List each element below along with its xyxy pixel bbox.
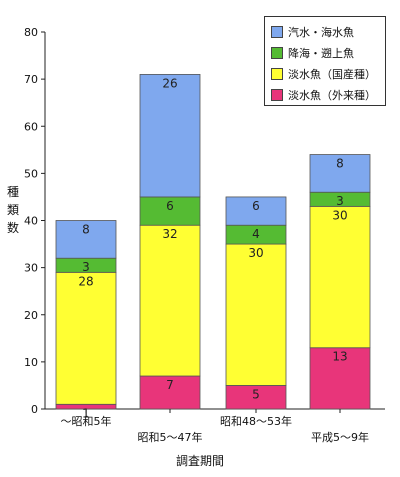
x-tick-label: 昭和48〜53年 bbox=[220, 414, 292, 428]
legend-label: 淡水魚（外来種） bbox=[288, 88, 376, 102]
y-tick-label: 60 bbox=[24, 120, 38, 133]
bar-value-label: 30 bbox=[248, 246, 263, 260]
bar-value-label: 7 bbox=[166, 378, 174, 392]
bar-segment bbox=[55, 271, 117, 405]
bar-value-label: 1 bbox=[82, 406, 90, 420]
legend-label: 淡水魚（国産種） bbox=[288, 67, 376, 81]
x-tick-label: 昭和5〜47年 bbox=[138, 430, 203, 444]
bar-segment bbox=[225, 196, 287, 226]
bar-value-label: 5 bbox=[252, 387, 260, 401]
legend-label: 降海・遡上魚 bbox=[288, 46, 354, 60]
legend-swatch bbox=[271, 46, 283, 59]
y-tick-label: 10 bbox=[24, 356, 38, 369]
y-tick-label: 0 bbox=[31, 403, 38, 416]
y-tick-label: 50 bbox=[24, 167, 38, 180]
bar-segment bbox=[309, 154, 371, 193]
bar-value-label: 32 bbox=[162, 227, 177, 241]
legend-item: 淡水魚（国産種） bbox=[271, 63, 379, 84]
x-tick-label: 〜昭和5年 bbox=[61, 414, 112, 428]
y-tick-label: 20 bbox=[24, 309, 38, 322]
legend-swatch bbox=[271, 67, 283, 80]
bar-segment bbox=[139, 375, 201, 410]
bar-value-label: 26 bbox=[162, 76, 177, 90]
bar-segment bbox=[139, 224, 201, 377]
legend: 汽水・海水魚 降海・遡上魚 淡水魚（国産種） 淡水魚（外来種） bbox=[264, 16, 386, 106]
bar-value-label: 4 bbox=[252, 227, 260, 241]
bar-segment bbox=[55, 220, 117, 259]
y-tick-label: 70 bbox=[24, 73, 38, 86]
bar-value-label: 6 bbox=[166, 199, 174, 213]
bar-segment bbox=[225, 243, 287, 386]
bar-value-label: 8 bbox=[336, 157, 344, 171]
bar-value-label: 3 bbox=[336, 194, 344, 208]
legend-label: 汽水・海水魚 bbox=[288, 25, 354, 39]
y-axis-title: 種類数 bbox=[6, 185, 19, 235]
x-tick-label: 平成5〜9年 bbox=[311, 430, 369, 444]
legend-swatch bbox=[271, 88, 283, 101]
bar-value-label: 30 bbox=[332, 208, 347, 222]
bar-value-label: 8 bbox=[82, 223, 90, 237]
bar-segment bbox=[309, 347, 371, 410]
bar-value-label: 6 bbox=[252, 199, 260, 213]
legend-item: 淡水魚（外来種） bbox=[271, 84, 379, 105]
bar-value-label: 3 bbox=[82, 260, 90, 274]
bar-segment bbox=[139, 74, 201, 198]
bar-value-label: 28 bbox=[78, 274, 93, 288]
y-tick-label: 30 bbox=[24, 262, 38, 275]
legend-item: 汽水・海水魚 bbox=[271, 21, 379, 42]
bar-value-label: 13 bbox=[332, 350, 347, 364]
legend-item: 降海・遡上魚 bbox=[271, 42, 379, 63]
y-tick-label: 40 bbox=[24, 215, 38, 228]
y-tick-label: 80 bbox=[24, 26, 38, 39]
bar-segment bbox=[309, 205, 371, 349]
legend-swatch bbox=[271, 25, 283, 38]
x-axis-title: 調査期間 bbox=[175, 454, 224, 468]
bar-segment bbox=[139, 196, 201, 226]
